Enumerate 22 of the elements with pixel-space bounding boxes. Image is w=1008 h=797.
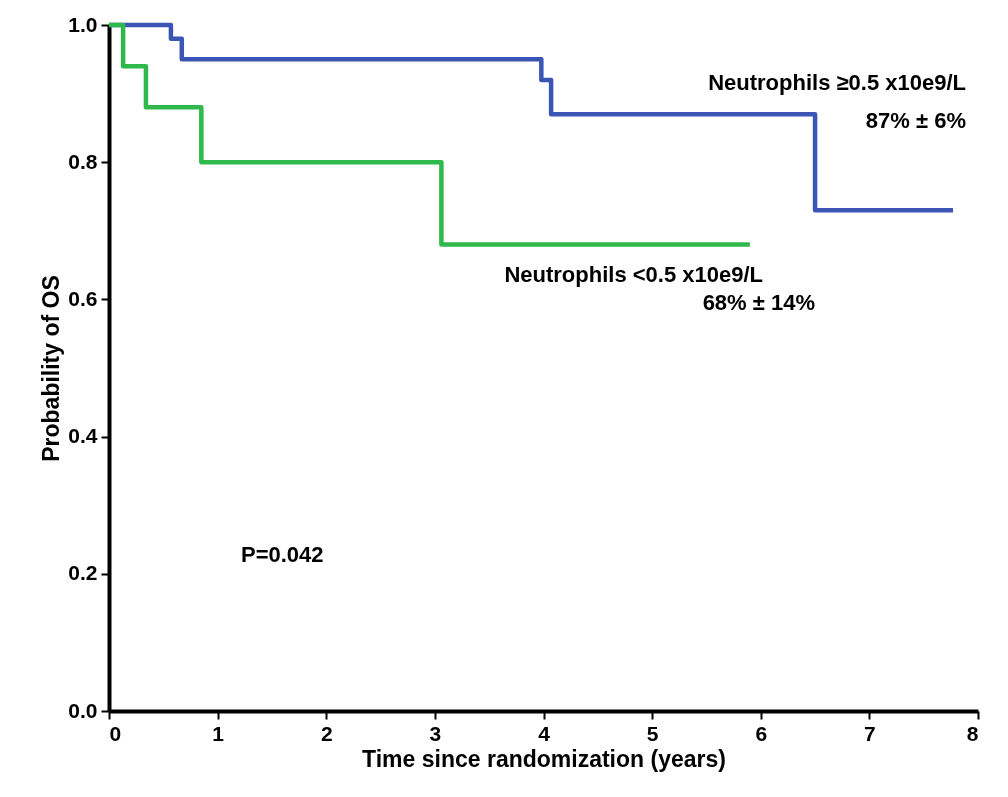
x-tick-label: 8: [966, 721, 979, 745]
annotation: 68% ± 14%: [702, 290, 815, 315]
x-tick-label: 7: [864, 721, 876, 745]
y-tick-label: 0.6: [68, 286, 98, 310]
x-axis-title: Time since randomization (years): [362, 745, 726, 772]
x-tick-label: 6: [755, 721, 768, 745]
y-tick-label: 0.2: [68, 561, 98, 585]
x-tick-label: 5: [646, 721, 659, 745]
y-tick-label: 1.0: [68, 12, 98, 36]
x-tick-label: 3: [429, 721, 442, 745]
x-tick-label: 0: [109, 721, 122, 745]
y-axis-title: Probability of OS: [38, 275, 65, 462]
series-label: Neutrophils ≥0.5 x10e9/L: [708, 70, 966, 95]
x-tick-label: 2: [320, 721, 333, 745]
y-tick-label: 0.4: [68, 424, 98, 448]
annotation: P=0.042: [241, 542, 324, 567]
annotation: 87% ± 6%: [865, 108, 966, 133]
y-tick-label: 0.8: [68, 149, 98, 173]
series-label: Neutrophils <0.5 x10e9/L: [504, 262, 763, 287]
y-tick-label: 0.0: [68, 698, 98, 722]
x-tick-label: 4: [538, 721, 551, 745]
x-tick-label: 1: [212, 721, 225, 745]
